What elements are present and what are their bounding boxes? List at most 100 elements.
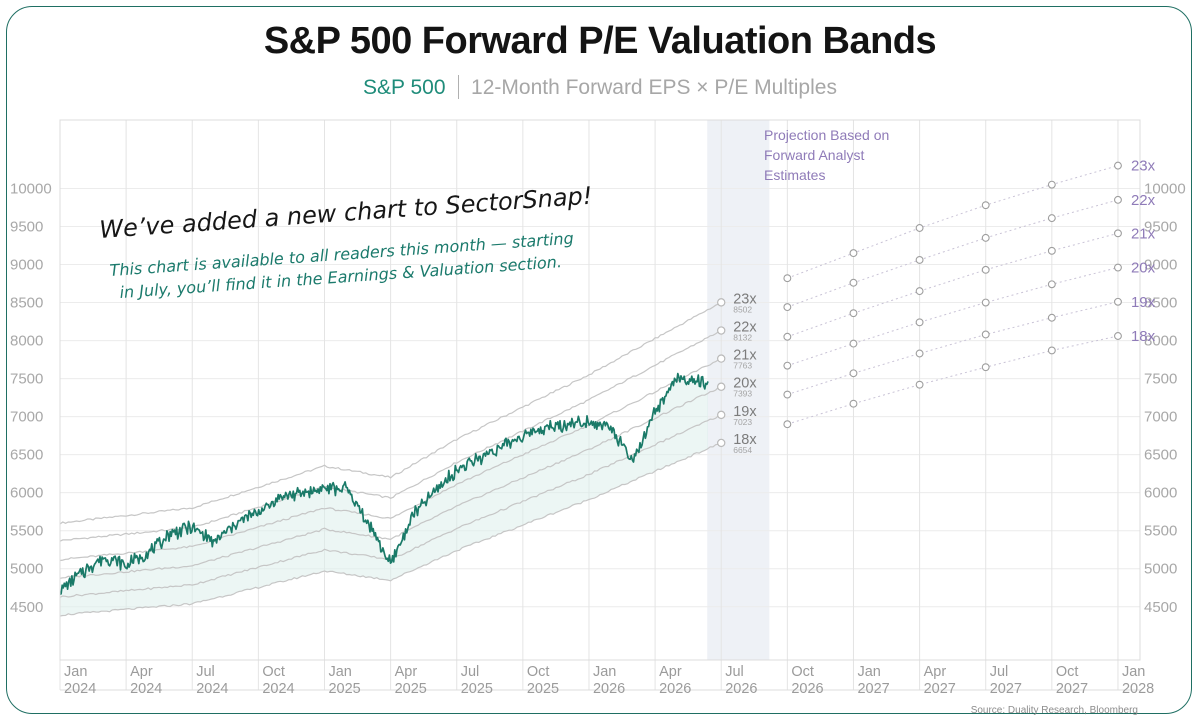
x-tick-label: Jul 2027 bbox=[990, 664, 1022, 697]
band-endpoint bbox=[717, 410, 726, 420]
x-tick-label: Apr 2027 bbox=[924, 664, 956, 697]
y-tick-label-left: 9500 bbox=[10, 218, 43, 235]
x-tick-label: Jan 2027 bbox=[857, 664, 889, 697]
projection-point bbox=[783, 390, 792, 399]
projection-line-23x bbox=[787, 165, 1119, 279]
y-tick-label-left: 6000 bbox=[10, 485, 43, 502]
y-tick-label-left: 7000 bbox=[10, 409, 43, 426]
band-endpoint bbox=[717, 354, 726, 363]
projection-label-3: Estimates bbox=[764, 167, 825, 183]
x-tick-label: Jan 2028 bbox=[1122, 664, 1154, 697]
x-tick-label: Apr 2026 bbox=[659, 664, 691, 697]
subtitle-description: 12-Month Forward EPS × P/E Multiples bbox=[471, 76, 837, 99]
projection-point bbox=[1114, 195, 1122, 204]
projection-point bbox=[1114, 161, 1122, 170]
projection-point bbox=[915, 224, 924, 232]
projection-point bbox=[1114, 297, 1122, 306]
projection-point bbox=[1114, 332, 1122, 340]
y-tick-label-left: 10000 bbox=[10, 180, 52, 197]
subtitle-divider bbox=[457, 75, 460, 99]
projection-point bbox=[849, 399, 858, 408]
y-tick-label-left: 5500 bbox=[10, 523, 43, 540]
projection-multiple-21x: 21x bbox=[1131, 225, 1156, 242]
x-tick-label: Jul 2024 bbox=[196, 664, 228, 697]
x-tick-label: Jul 2025 bbox=[461, 664, 493, 697]
y-tick-label-right: 7000 bbox=[1144, 409, 1177, 426]
band-current-value: 8502 bbox=[733, 304, 752, 314]
x-tick-label: Jan 2024 bbox=[64, 664, 96, 697]
projection-point bbox=[849, 278, 858, 287]
y-tick-label-right: 6000 bbox=[1144, 485, 1177, 502]
band-line-18x bbox=[59, 442, 722, 617]
projection-point bbox=[1047, 214, 1056, 223]
projection-point bbox=[915, 349, 924, 358]
projection-line-20x bbox=[787, 267, 1119, 367]
band-current-value: 7763 bbox=[733, 361, 752, 371]
projection-point bbox=[915, 380, 924, 389]
projection-point bbox=[981, 265, 990, 274]
price-area-fill bbox=[60, 373, 708, 616]
projection-multiple-18x: 18x bbox=[1131, 328, 1156, 345]
projection-point bbox=[783, 274, 792, 283]
y-tick-label-right: 8000 bbox=[1144, 333, 1177, 350]
projection-point bbox=[1047, 280, 1056, 289]
band-label-23x: 23x bbox=[733, 291, 757, 307]
band-current-value: 7023 bbox=[733, 417, 752, 427]
projection-point bbox=[981, 298, 990, 307]
projection-point bbox=[915, 255, 924, 264]
projection-point bbox=[981, 330, 990, 339]
projection-shade bbox=[707, 120, 770, 660]
y-tick-label-right: 9500 bbox=[1144, 218, 1177, 235]
band-endpoint bbox=[717, 298, 726, 307]
projection-multiple-23x: 23x bbox=[1131, 158, 1156, 175]
band-line-20x bbox=[59, 386, 722, 579]
projection-line-19x bbox=[787, 301, 1119, 396]
band-label-21x: 21x bbox=[733, 348, 757, 364]
plot-border bbox=[59, 119, 1141, 661]
x-tick-label: Jul 2026 bbox=[725, 664, 757, 697]
projection-multiple-19x: 19x bbox=[1131, 294, 1156, 311]
y-tick-label-left: 7500 bbox=[10, 371, 43, 388]
projection-point bbox=[981, 233, 990, 242]
chart-title: S&P 500 Forward P/E Valuation Bands bbox=[263, 20, 937, 62]
band-line-23x bbox=[59, 301, 722, 525]
y-tick-label-right: 10000 bbox=[1144, 180, 1186, 197]
band-label-19x: 19x bbox=[733, 404, 757, 420]
projection-point bbox=[849, 339, 858, 348]
band-endpoint bbox=[717, 326, 726, 335]
projection-point bbox=[783, 361, 792, 370]
y-tick-label-left: 6500 bbox=[10, 447, 43, 464]
projection-point bbox=[1047, 313, 1056, 322]
subtitle-ticker: S&P 500 bbox=[363, 76, 446, 99]
projection-point bbox=[849, 249, 858, 258]
projection-point bbox=[915, 287, 924, 296]
x-tick-label: Oct 2027 bbox=[1056, 664, 1088, 697]
y-tick-label-right: 5500 bbox=[1144, 523, 1177, 540]
y-tick-label-left: 9000 bbox=[10, 257, 43, 274]
y-tick-label-left: 8000 bbox=[10, 333, 43, 350]
projection-point bbox=[849, 309, 858, 318]
band-current-value: 6654 bbox=[733, 445, 752, 455]
x-tick-label: Oct 2024 bbox=[262, 664, 294, 697]
projection-point bbox=[783, 303, 792, 312]
sp500-price-line bbox=[59, 372, 709, 596]
y-tick-label-right: 5000 bbox=[1144, 561, 1177, 578]
source-note: Source: Duality Research, Bloomberg bbox=[971, 705, 1138, 716]
projection-line-22x bbox=[787, 199, 1119, 308]
y-tick-label-right: 7500 bbox=[1144, 371, 1177, 388]
projection-line-18x bbox=[787, 335, 1119, 425]
x-tick-label: Jan 2025 bbox=[328, 664, 360, 697]
band-label-20x: 20x bbox=[733, 376, 757, 392]
band-label-18x: 18x bbox=[733, 432, 757, 448]
y-tick-label-right: 8500 bbox=[1144, 295, 1177, 312]
projection-label-2: Forward Analyst bbox=[764, 147, 864, 163]
band-endpoint bbox=[717, 382, 726, 391]
projection-point bbox=[1114, 263, 1122, 272]
x-tick-label: Apr 2024 bbox=[130, 664, 162, 697]
band-current-value: 7393 bbox=[733, 389, 752, 399]
projection-label-1: Projection Based on bbox=[764, 127, 889, 143]
projection-point bbox=[849, 369, 858, 378]
projection-point bbox=[783, 420, 792, 429]
projection-point bbox=[1114, 229, 1122, 238]
